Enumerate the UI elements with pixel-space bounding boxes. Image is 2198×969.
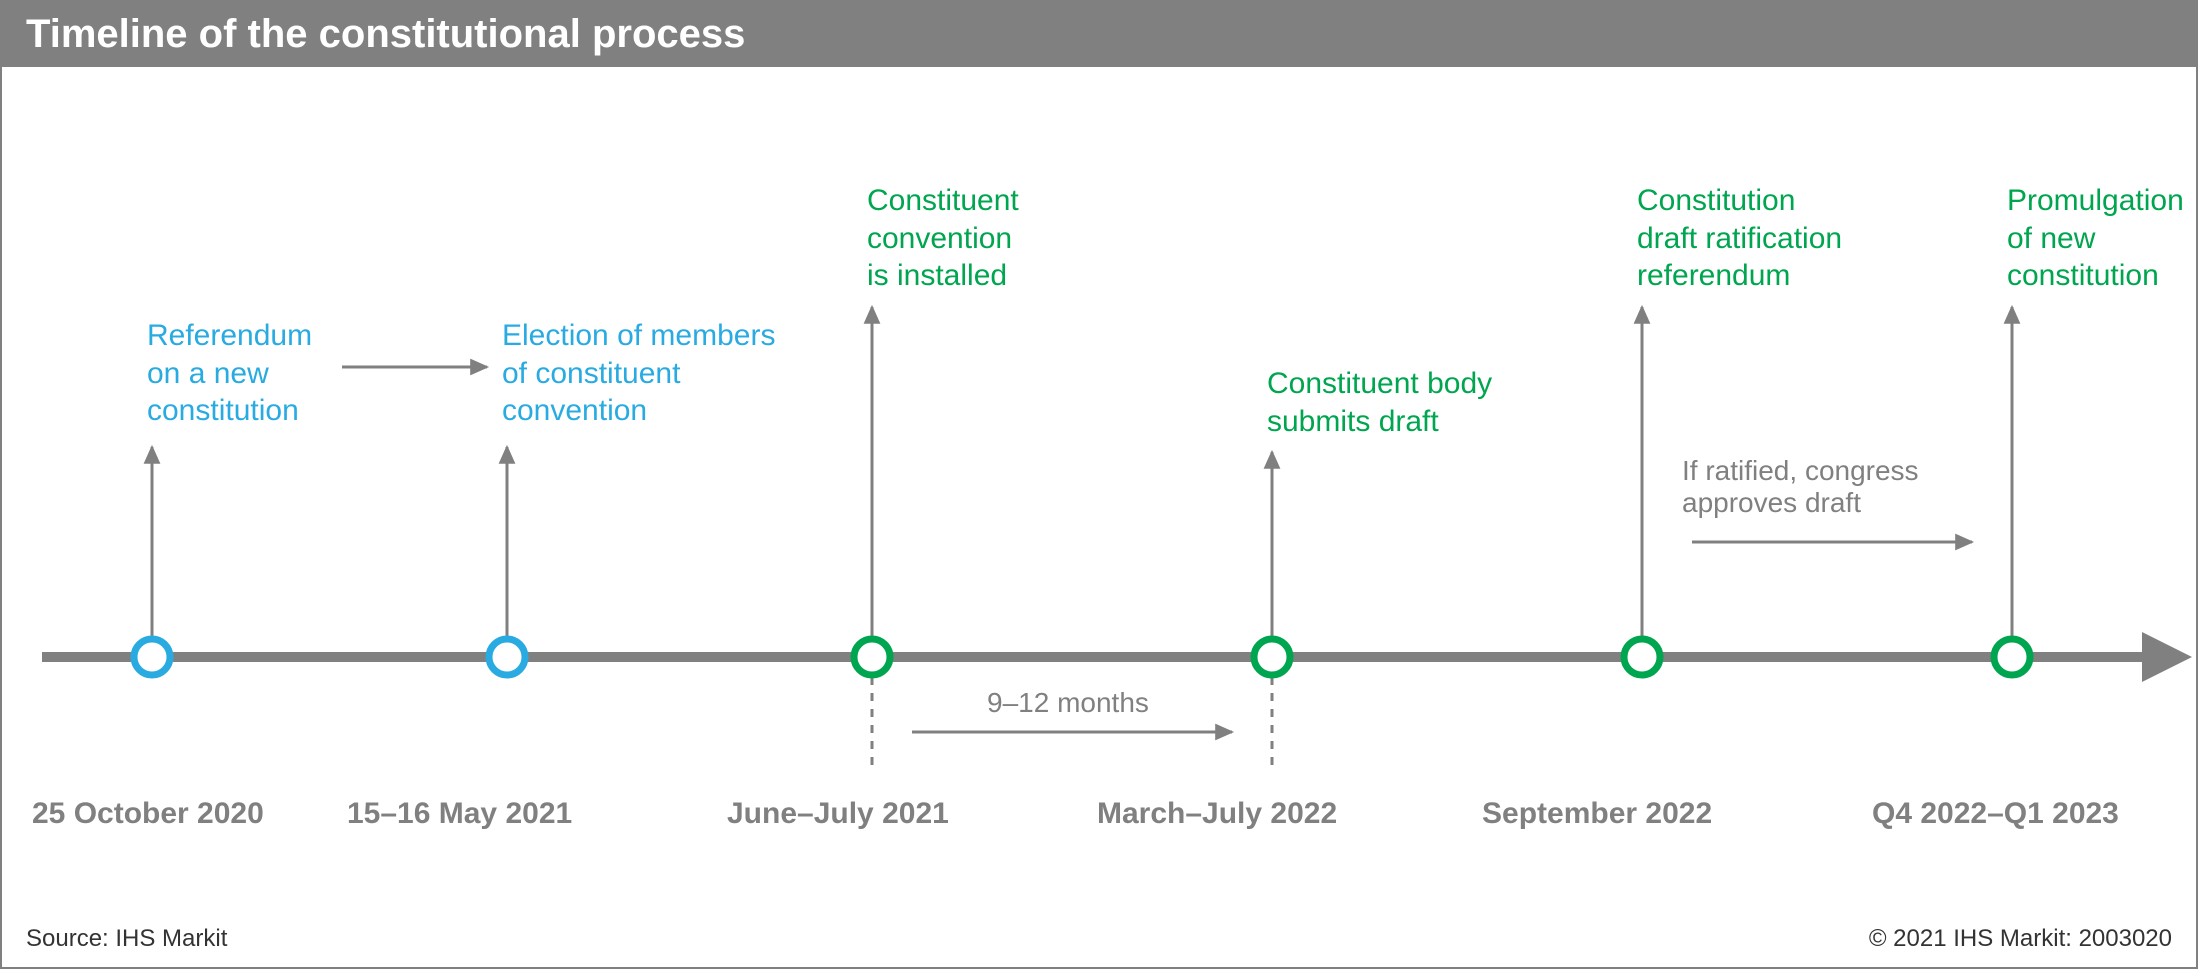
annotation-text-nine-twelve-months: 9–12 months [987,687,1149,719]
title-bar: Timeline of the constitutional process [2,2,2196,67]
marker-referendum [134,639,170,675]
date-label-referendum: 25 October 2020 [32,797,264,831]
timeline-container: Timeline of the constitutional process R… [0,0,2198,969]
event-label-election: Election of membersof constituentconvent… [502,317,775,430]
footer-source: Source: IHS Markit [26,925,227,953]
event-label-promulgation: Promulgationof newconstitution [2007,182,2184,295]
footer-copyright: © 2021 IHS Markit: 2003020 [1869,925,2172,953]
annotation-text-if-ratified: If ratified, congressapproves draft [1682,455,1919,519]
marker-installed [854,639,890,675]
marker-ratification [1624,639,1660,675]
date-label-submits-draft: March–July 2022 [1097,797,1337,831]
marker-submits-draft [1254,639,1290,675]
event-label-ratification: Constitutiondraft ratificationreferendum [1637,182,1842,295]
title-text: Timeline of the constitutional process [26,12,745,56]
date-label-ratification: September 2022 [1482,797,1712,831]
marker-election [489,639,525,675]
marker-promulgation [1994,639,2030,675]
date-label-election: 15–16 May 2021 [347,797,572,831]
chart-area: Referendumon a newconstitution 25 October… [2,67,2196,947]
event-label-referendum: Referendumon a newconstitution [147,317,312,430]
event-label-submits-draft: Constituent bodysubmits draft [1267,365,1492,440]
date-label-installed: June–July 2021 [727,797,949,831]
event-label-installed: Constituentconventionis installed [867,182,1019,295]
date-label-promulgation: Q4 2022–Q1 2023 [1872,797,2119,831]
